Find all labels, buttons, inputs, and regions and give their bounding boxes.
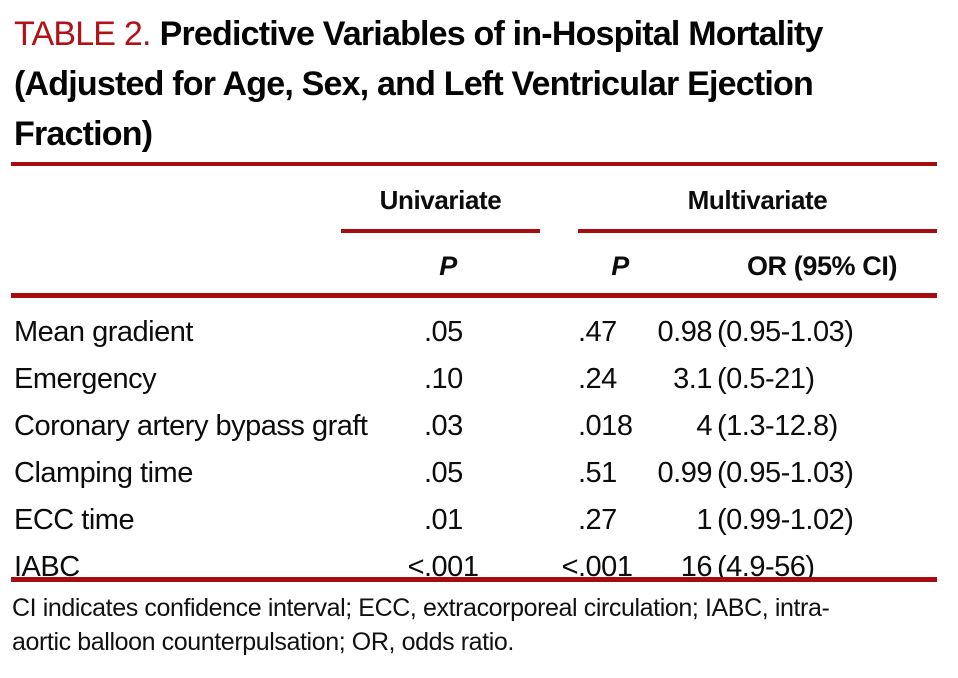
table-row: Emergency .10 .24 3.1 (0.5-21) — [0, 356, 958, 403]
odds-ratio-value: 4 — [696, 410, 712, 442]
header-body-divider-rule — [11, 293, 937, 298]
variable-label: IABC — [14, 551, 80, 583]
multivariate-p-value: .24 — [578, 363, 617, 395]
title-line-1: TABLE 2. Predictive Variables of in-Hospi… — [14, 9, 823, 59]
less-than-prefix: < — [407, 551, 425, 583]
multivariate-p-value: .018 — [578, 410, 633, 442]
multivariate-p-column-header: P — [611, 251, 629, 281]
odds-ratio-value: 16 — [680, 551, 713, 583]
table-title: TABLE 2. Predictive Variables of in-Hospi… — [14, 9, 823, 159]
odds-ratio-value: 0.98 — [657, 316, 713, 348]
univariate-p-value: .10 — [424, 363, 463, 395]
table-body: Mean gradient .05 .47 0.98 (0.95-1.03) E… — [0, 309, 958, 591]
less-than-prefix: < — [561, 551, 579, 583]
multivariate-p-value: .27 — [578, 504, 617, 536]
table-row: Coronary artery bypass graft .03 .018 4 … — [0, 403, 958, 450]
footnote-line-2: aortic balloon counterpulsation; OR, odd… — [12, 628, 514, 656]
variable-label: Coronary artery bypass graft — [14, 410, 368, 442]
table-row: Clamping time .05 .51 0.99 (0.95-1.03) — [0, 450, 958, 497]
univariate-underline-rule — [341, 229, 540, 233]
column-group-multivariate: Multivariate — [687, 185, 828, 215]
odds-ratio-value: 3.1 — [673, 363, 712, 395]
confidence-interval: (0.99-1.02) — [717, 504, 854, 536]
variable-label: Mean gradient — [14, 316, 193, 348]
table-row: IABC < .001 < .001 16 (4.9-56) — [0, 544, 958, 591]
univariate-p-value: .01 — [424, 504, 463, 536]
or-ci-column-header: OR (95% CI) — [746, 251, 898, 281]
univariate-p-value: < .001 — [408, 544, 479, 591]
multivariate-underline-rule — [578, 229, 937, 233]
univariate-p-column-header: P — [439, 251, 457, 281]
multivariate-p-value: .47 — [578, 316, 617, 348]
confidence-interval: (0.95-1.03) — [717, 457, 854, 489]
univariate-p-value: .05 — [424, 457, 463, 489]
confidence-interval: (0.95-1.03) — [717, 316, 854, 348]
odds-ratio-value: 1 — [696, 504, 712, 536]
column-group-univariate: Univariate — [379, 185, 502, 215]
multivariate-p-value: .51 — [578, 457, 617, 489]
univariate-p-value: .05 — [424, 316, 463, 348]
body-footnote-divider-rule — [11, 577, 937, 582]
title-line-2: (Adjusted for Age, Sex, and Left Ventric… — [14, 65, 814, 103]
univariate-p-value: .03 — [424, 410, 463, 442]
confidence-interval: (4.9-56) — [717, 551, 815, 583]
table-footnote: CI indicates confidence interval; ECC, e… — [12, 591, 830, 659]
table-row: Mean gradient .05 .47 0.98 (0.95-1.03) — [0, 309, 958, 356]
variable-label: Clamping time — [14, 457, 193, 489]
confidence-interval: (1.3-12.8) — [717, 410, 838, 442]
title-text-1: Predictive Variables of in-Hospital Mort… — [159, 15, 824, 53]
footnote-line-1: CI indicates confidence interval; ECC, e… — [12, 594, 830, 622]
title-divider-rule — [11, 162, 937, 166]
title-line-3: Fraction) — [14, 115, 153, 153]
confidence-interval: (0.5-21) — [717, 363, 815, 395]
variable-label: ECC time — [14, 504, 135, 536]
odds-ratio-value: 0.99 — [657, 457, 713, 489]
table-number-label: TABLE 2. — [14, 15, 151, 53]
variable-label: Emergency — [14, 363, 157, 395]
table-row: ECC time .01 .27 1 (0.99-1.02) — [0, 497, 958, 544]
